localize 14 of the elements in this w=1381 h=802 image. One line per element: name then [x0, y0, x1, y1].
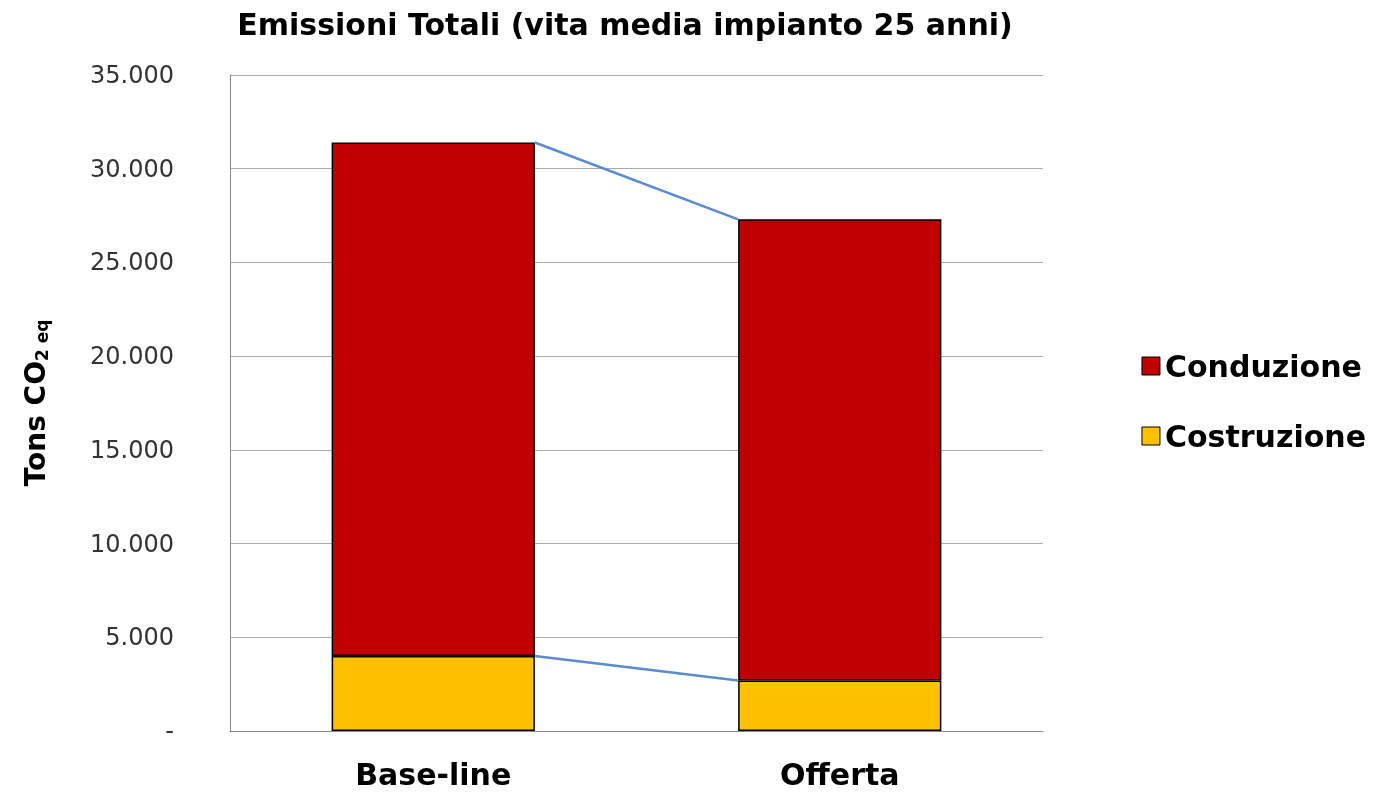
y-tick-label: 10.000	[90, 529, 174, 558]
y-tick-label: 30.000	[90, 154, 174, 183]
chart-title: Emissioni Totali (vita media impianto 25 anni)	[237, 6, 1013, 42]
y-axis-title: Tons CO2 eq	[19, 319, 52, 487]
y-tick-label: -	[165, 717, 174, 745]
x-tick-label: Offerta	[779, 756, 900, 792]
y-tick-label: 15.000	[90, 435, 174, 464]
y-tick-label: 35.000	[90, 61, 174, 89]
legend-label: Conduzione	[1164, 348, 1362, 384]
legend-label: Costruzione	[1164, 418, 1367, 454]
y-tick-label: 5.000	[105, 623, 174, 652]
x-tick-label: Base-line	[355, 756, 512, 792]
y-tick-label: 20.000	[90, 342, 174, 371]
y-tick-label: 25.000	[90, 248, 174, 277]
